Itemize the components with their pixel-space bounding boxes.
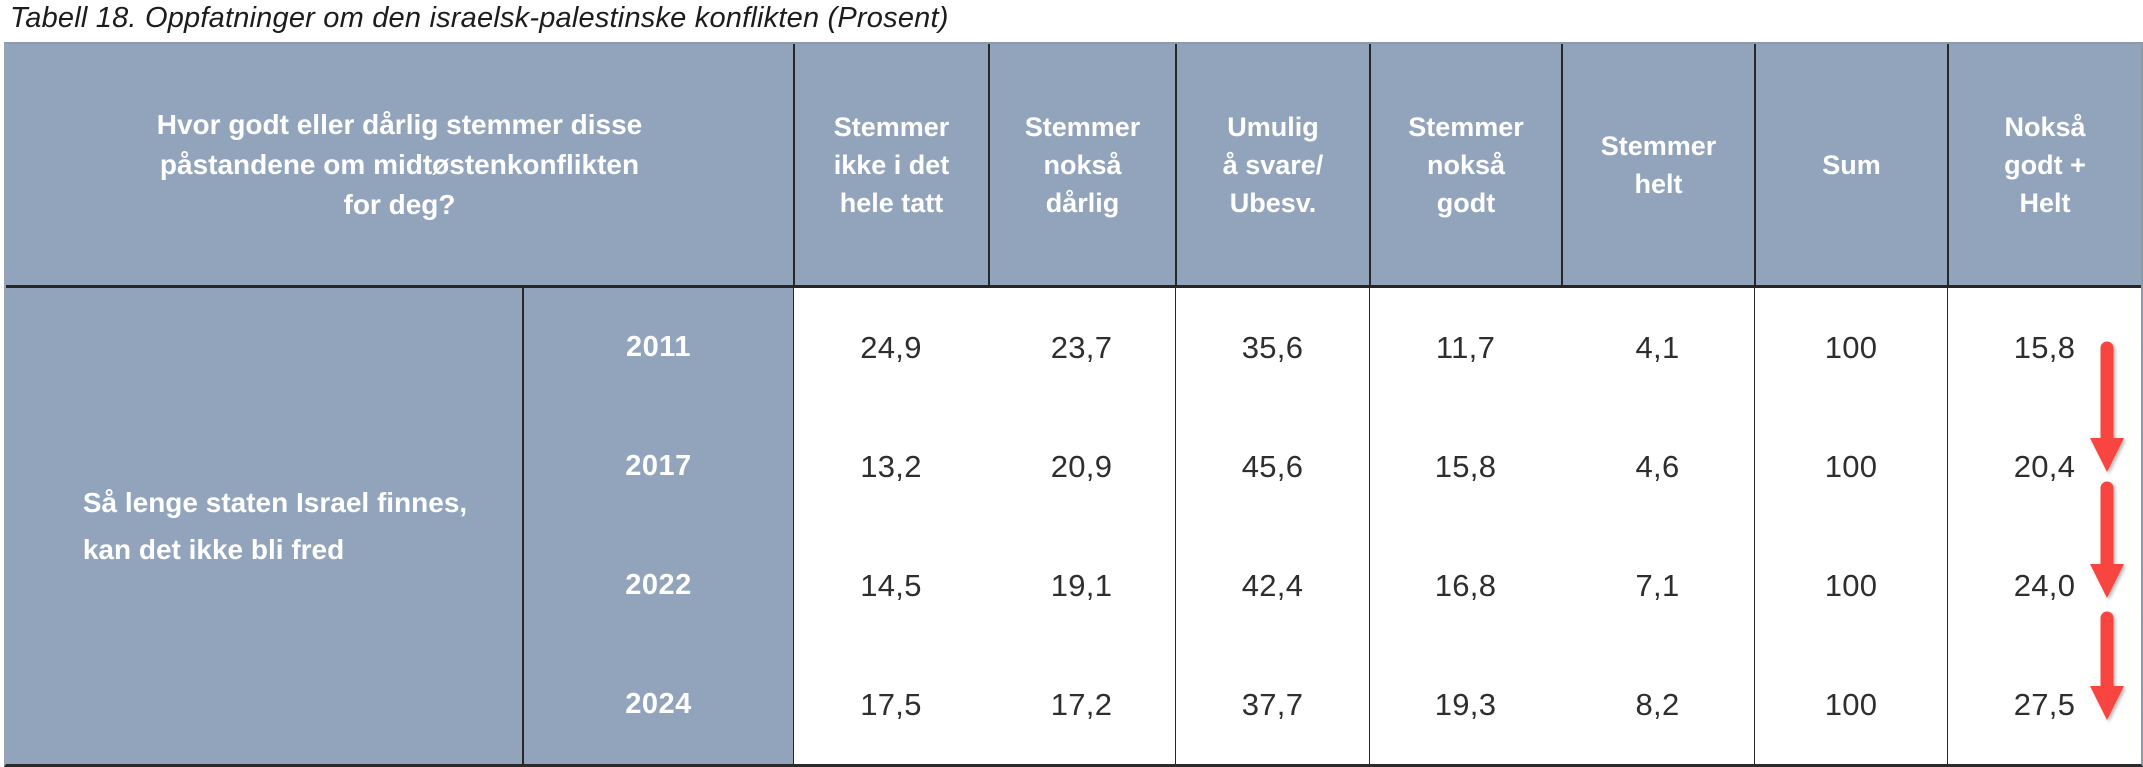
year-cell: 2024: [522, 645, 793, 764]
value-cell: 23,7: [988, 288, 1175, 407]
column-header-noksa-godt: Stemmer nokså godt: [1369, 44, 1561, 288]
value-cell: 4,1: [1561, 288, 1754, 407]
year-cell: 2017: [522, 407, 793, 526]
value-cell: 8,2: [1561, 645, 1754, 764]
value-cell: 100: [1754, 407, 1947, 526]
column-header-noksa-darlig: Stemmer nokså dårlig: [988, 44, 1175, 288]
value-cell: 19,3: [1369, 645, 1561, 764]
table-title: Tabell 18. Oppfatninger om den israelsk-…: [10, 2, 949, 34]
value-cell: 24,0: [1947, 526, 2141, 645]
value-cell: 100: [1754, 288, 1947, 407]
value-cell: 100: [1754, 645, 1947, 764]
value-cell: 27,5: [1947, 645, 2141, 764]
value-cell: 19,1: [988, 526, 1175, 645]
value-cell: 20,4: [1947, 407, 2141, 526]
value-cell: 100: [1754, 526, 1947, 645]
row-label-statement: Så lenge staten Israel finnes, kan det i…: [6, 288, 522, 764]
data-table: Hvor godt eller dårlig stemmer disse pås…: [4, 42, 2143, 767]
value-cell: 13,2: [793, 407, 988, 526]
column-header-umulig-svare: Umulig å svare/ Ubesv.: [1175, 44, 1369, 288]
year-cell: 2022: [522, 526, 793, 645]
column-header-stemmer-helt: Stemmer helt: [1561, 44, 1754, 288]
value-cell: 42,4: [1175, 526, 1369, 645]
value-cell: 16,8: [1369, 526, 1561, 645]
column-header-sum: Sum: [1754, 44, 1947, 288]
value-cell: 15,8: [1369, 407, 1561, 526]
year-cell: 2011: [522, 288, 793, 407]
question-header: Hvor godt eller dårlig stemmer disse pås…: [6, 44, 793, 288]
value-cell: 37,7: [1175, 645, 1369, 764]
value-cell: 35,6: [1175, 288, 1369, 407]
value-cell: 20,9: [988, 407, 1175, 526]
value-cell: 11,7: [1369, 288, 1561, 407]
value-cell: 17,5: [793, 645, 988, 764]
value-cell: 15,8: [1947, 288, 2141, 407]
column-header-noksa-godt-helt: Nokså godt + Helt: [1947, 44, 2141, 288]
column-header-stemmer-ikke: Stemmer ikke i det hele tatt: [793, 44, 988, 288]
value-cell: 24,9: [793, 288, 988, 407]
value-cell: 17,2: [988, 645, 1175, 764]
value-cell: 45,6: [1175, 407, 1369, 526]
value-cell: 7,1: [1561, 526, 1754, 645]
value-cell: 14,5: [793, 526, 988, 645]
value-cell: 4,6: [1561, 407, 1754, 526]
